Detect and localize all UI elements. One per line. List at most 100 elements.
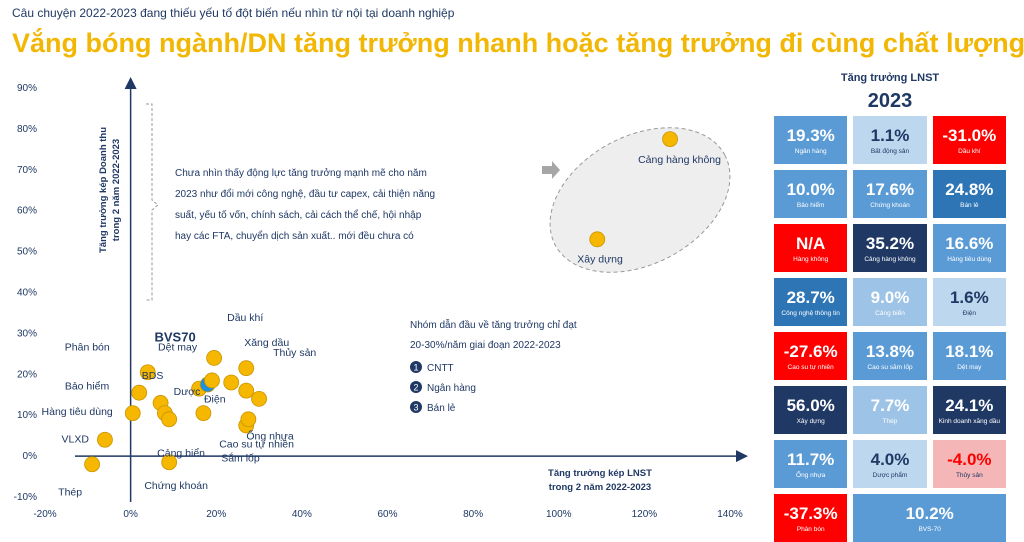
- growth-value: 1.1%: [870, 125, 910, 145]
- sector-name: Dệt may: [957, 363, 982, 371]
- data-point: [223, 374, 240, 391]
- sector-name: Thép: [882, 417, 898, 425]
- growth-cell: 24.8% Bán lẻ: [932, 170, 1006, 218]
- data-point: [161, 454, 178, 471]
- point-label: Cảng biển: [157, 447, 205, 459]
- sector-name: Bất động sản: [870, 147, 910, 155]
- growth-cell: 9.0% Cảng biển: [853, 278, 927, 326]
- data-point: [662, 131, 678, 148]
- sector-name: Hàng không: [793, 255, 829, 263]
- growth-value: 28.7%: [786, 287, 835, 307]
- data-point: [195, 405, 212, 422]
- y-tick-label: 10%: [17, 410, 37, 421]
- sector-name: Chứng khoán: [870, 201, 910, 209]
- growth-cell: 24.1% Kinh doanh xăng dầu: [932, 386, 1006, 434]
- growth-cell: 19.3% Ngân hàng: [774, 116, 848, 164]
- leader-number: 2: [413, 383, 418, 393]
- data-point: [240, 411, 257, 428]
- sector-name: Xây dựng: [796, 417, 825, 425]
- outlier-ellipse: [549, 127, 731, 273]
- x-tick-label: 120%: [632, 509, 658, 520]
- note-left-line: 2023 như đổi mới công nghệ, đầu tư capex…: [175, 188, 435, 200]
- growth-cell: N/A Hàng không: [774, 224, 848, 272]
- panel-header: Tăng trưởng LNST 2023: [768, 72, 1012, 113]
- growth-value: 17.6%: [865, 179, 915, 199]
- x-tick-label: 40%: [292, 509, 312, 520]
- growth-cell: 18.1% Dệt may: [932, 332, 1006, 380]
- point-label: Hàng tiêu dùng: [42, 406, 113, 418]
- note-right-line: 20-30%/năm giai đoạn 2022-2023: [410, 340, 561, 351]
- growth-value: 18.1%: [945, 341, 994, 361]
- growth-value: N/A: [796, 233, 826, 253]
- growth-value: 10.0%: [786, 179, 835, 199]
- point-label: Xăng dầu: [244, 337, 289, 349]
- sector-name: Kinh doanh xăng dầu: [938, 417, 1001, 425]
- sector-name: Cảng hàng không: [864, 255, 916, 263]
- y-tick-label: 90%: [17, 83, 37, 94]
- growth-value: 24.8%: [945, 179, 994, 199]
- grey-arrow-icon: [542, 161, 560, 179]
- y-axis-label: Tăng trưởng kép Doanh thu: [98, 127, 109, 253]
- point-label: Thủy sản: [273, 347, 316, 359]
- panel-subtitle: Tăng trưởng LNST: [840, 72, 940, 84]
- growth-value: -27.6%: [783, 341, 838, 361]
- y-tick-label: 80%: [17, 124, 37, 135]
- growth-value: 10.2%: [905, 503, 954, 523]
- growth-cell: 4.0% Dược phẩm: [853, 440, 927, 488]
- x-tick-label: 0%: [123, 509, 138, 520]
- sector-name: Cao su săm lốp: [867, 363, 913, 371]
- x-tick-label: 140%: [717, 509, 743, 520]
- data-point: [139, 364, 156, 381]
- y-tick-label: 50%: [17, 247, 37, 258]
- sector-name: Cao su tự nhiên: [787, 363, 834, 371]
- sector-name: Bảo hiểm: [796, 201, 825, 209]
- growth-value: -37.3%: [783, 503, 838, 523]
- data-point: [251, 390, 267, 407]
- leader-name: Bán lẻ: [427, 403, 456, 414]
- growth-value: 56.0%: [786, 395, 835, 415]
- growth-value: 9.0%: [870, 287, 910, 307]
- data-point: [589, 231, 606, 248]
- y-tick-label: -10%: [14, 492, 37, 503]
- growth-cell: 1.6% Điện: [932, 278, 1006, 326]
- x-tick-label: 100%: [546, 509, 572, 520]
- sector-name: BVS-70: [918, 525, 941, 533]
- leader-number: 3: [413, 403, 418, 413]
- growth-cell: 35.2% Cảng hàng không: [853, 224, 927, 272]
- growth-cell: 10.0% Bảo hiểm: [774, 170, 848, 218]
- x-axis-label: Tăng trưởng kép LNST: [548, 468, 652, 479]
- leader-name: Ngân hàng: [427, 383, 476, 394]
- point-label: Bảo hiểm: [65, 381, 110, 393]
- growth-cell: -31.0% Dầu khí: [932, 116, 1006, 164]
- point-label: Phân bón: [65, 341, 110, 353]
- x-tick-label: 60%: [377, 509, 397, 520]
- sector-name: Phân bón: [796, 525, 825, 533]
- leader-name: CNTT: [427, 363, 454, 374]
- y-tick-label: 30%: [17, 328, 37, 339]
- growth-cell: 1.1% Bất động sản: [853, 116, 927, 164]
- growth-cell: 7.7% Thép: [853, 386, 927, 434]
- point-label: Dệt may: [158, 342, 198, 354]
- sector-name: Điện: [962, 309, 977, 317]
- y-tick-label: 70%: [17, 165, 37, 176]
- growth-grid: 19.3% Ngân hàng 1.1% Bất động sản -31.0% Dầu …: [768, 116, 1012, 542]
- note-bracket: [146, 103, 159, 301]
- note-left-line: suất, yếu tố vốn, chính sách, cải cách t…: [175, 209, 422, 221]
- leader-number-badge: [410, 381, 422, 393]
- data-point: [238, 382, 255, 399]
- data-point: [206, 350, 223, 366]
- point-label: Sắm lốp: [221, 452, 260, 465]
- growth-cell: 28.7% Công nghệ thông tin: [774, 278, 848, 326]
- point-label: Ống nhựa: [246, 428, 293, 442]
- growth-value: -4.0%: [947, 449, 992, 469]
- growth-cell: 56.0% Xây dựng: [774, 386, 848, 434]
- note-left-line: Chưa nhìn thấy động lực tăng trưởng mạnh…: [175, 167, 427, 179]
- point-label: BDS: [142, 370, 164, 382]
- page-title: Vắng bóng ngành/DN tăng trưởng nhanh hoặ…: [12, 28, 1024, 58]
- growth-cell: -27.6% Cao su tự nhiên: [774, 332, 848, 380]
- y-tick-label: 20%: [17, 369, 37, 380]
- sector-name: Thủy sản: [955, 471, 983, 479]
- growth-value: 11.7%: [787, 449, 835, 469]
- sector-name: Dầu khí: [958, 147, 981, 155]
- y-tick-label: 0%: [23, 451, 38, 462]
